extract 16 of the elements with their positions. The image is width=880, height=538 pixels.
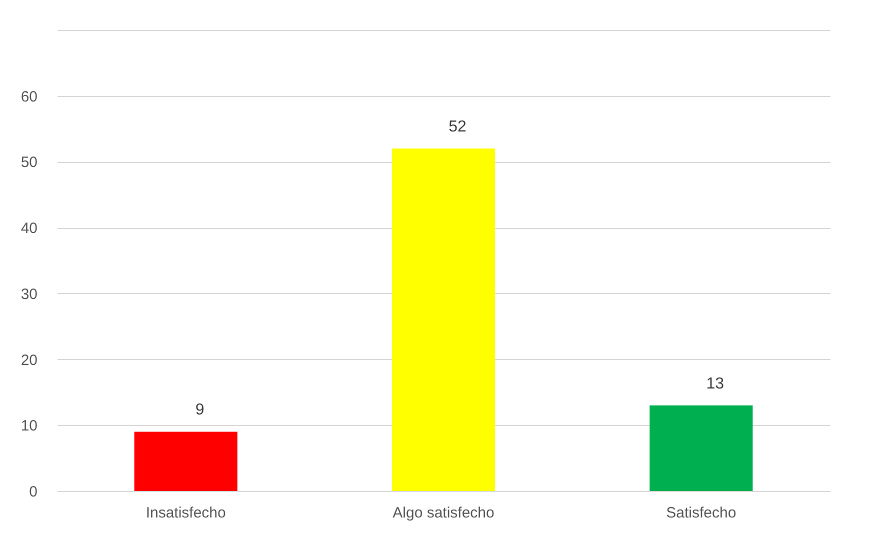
bar — [650, 405, 753, 491]
data-label: 9 — [195, 402, 204, 419]
y-tick-label: 50 — [20, 154, 38, 172]
y-tick-label: 40 — [20, 220, 38, 238]
y-tick-label: 60 — [20, 88, 38, 106]
x-tick-label: Satisfecho — [666, 504, 736, 522]
y-tick-label: 10 — [20, 418, 38, 435]
bar — [392, 148, 496, 491]
x-tick-label: Algo satisfecho — [392, 504, 494, 522]
data-label: 13 — [706, 375, 724, 392]
y-tick-label: 20 — [20, 352, 38, 369]
data-label: 52 — [448, 118, 466, 136]
bar — [134, 432, 238, 491]
y-tick-label: 30 — [20, 286, 38, 303]
y-tick-label: 0 — [29, 484, 38, 500]
x-tick-label: Insatisfecho — [146, 504, 226, 522]
